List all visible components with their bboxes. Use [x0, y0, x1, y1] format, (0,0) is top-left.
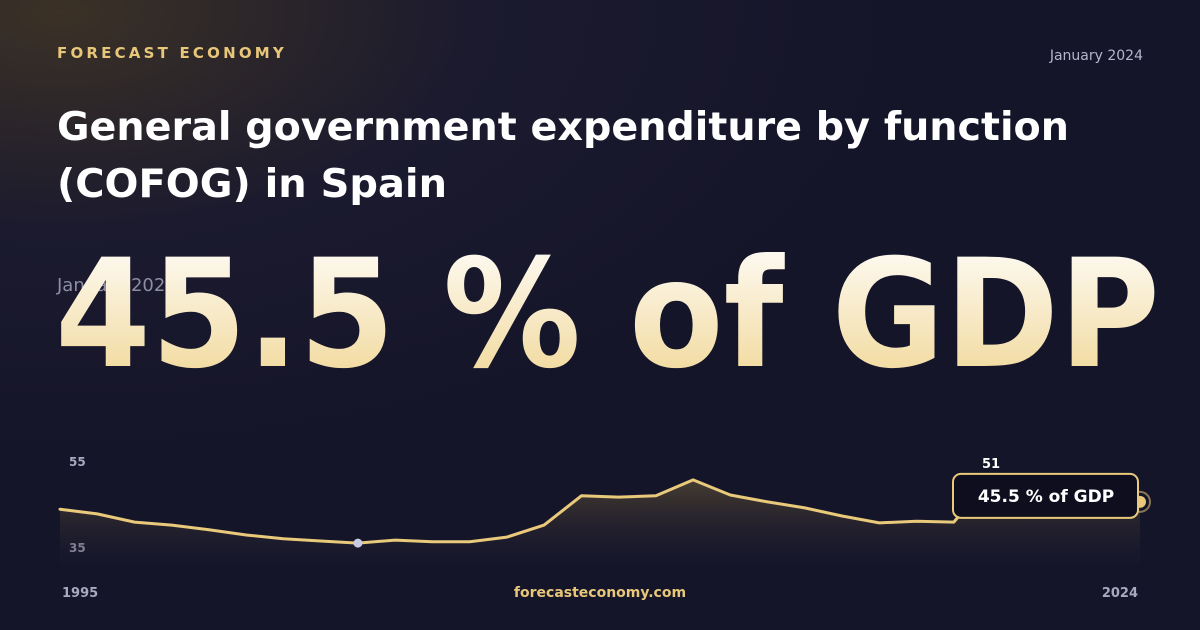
title-line: (COFOG) in Spain: [57, 162, 447, 207]
brand: FORECAST ECONOMY: [57, 44, 287, 62]
min-marker: [353, 538, 363, 548]
title-line: General government expenditure by functi…: [57, 105, 1069, 150]
sparkline: 5535199520245145.5 % of GDP: [58, 455, 1151, 601]
footer: forecasteconomy.com: [514, 585, 686, 601]
callout-box: [952, 472, 1139, 519]
sub-date: January 2024: [56, 275, 177, 296]
max-label: 51: [982, 457, 1000, 472]
date: January 2024: [1049, 48, 1143, 64]
area: [60, 478, 1140, 565]
headline-value: 45.5 % of GDP: [55, 228, 1160, 402]
x-tick-label: 2024: [1102, 586, 1138, 601]
y-tick-label: 55: [69, 455, 86, 469]
x-tick-label: 1995: [62, 586, 98, 601]
callout-label: 45.5 % of GDP: [978, 487, 1114, 507]
